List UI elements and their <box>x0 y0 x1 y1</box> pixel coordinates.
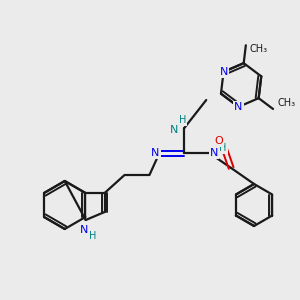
Text: N: N <box>170 125 178 135</box>
Text: CH₃: CH₃ <box>277 98 295 108</box>
Text: N: N <box>151 148 160 158</box>
Text: N: N <box>80 225 88 235</box>
Text: O: O <box>215 136 224 146</box>
Text: N: N <box>234 102 243 112</box>
Text: H: H <box>178 115 186 125</box>
Text: N: N <box>219 67 228 77</box>
Text: CH₃: CH₃ <box>250 44 268 54</box>
Text: H: H <box>89 231 96 241</box>
Text: N: N <box>210 148 218 158</box>
Text: H: H <box>220 143 227 153</box>
